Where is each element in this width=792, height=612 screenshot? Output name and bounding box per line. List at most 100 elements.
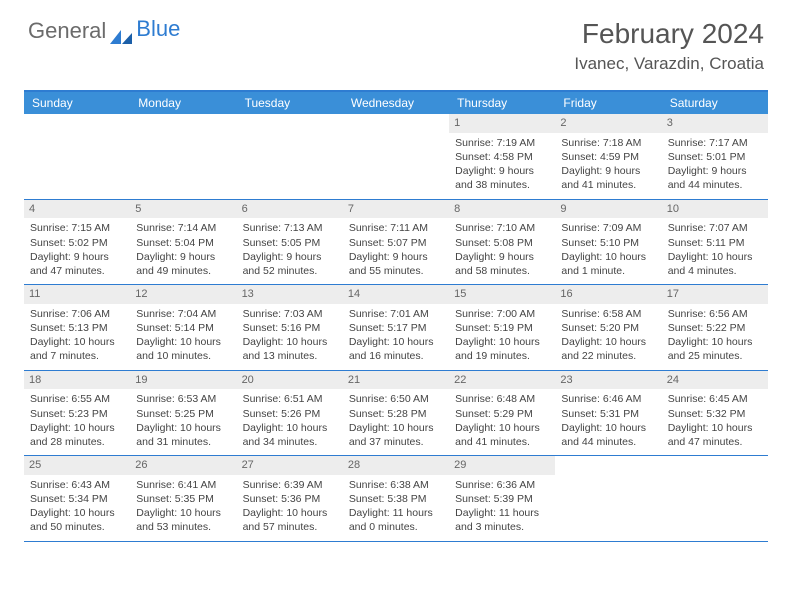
- day-cell: 23Sunrise: 6:46 AMSunset: 5:31 PMDayligh…: [555, 371, 661, 456]
- day-info-line: and 31 minutes.: [136, 435, 230, 449]
- day-info-line: Sunrise: 7:03 AM: [243, 307, 337, 321]
- day-info-line: Sunset: 5:23 PM: [30, 407, 124, 421]
- day-info-line: Sunrise: 7:06 AM: [30, 307, 124, 321]
- day-cell: 7Sunrise: 7:11 AMSunset: 5:07 PMDaylight…: [343, 200, 449, 285]
- day-cell: 13 Sunrise: 7:03 AMSunset: 5:16 PMDayligh…: [237, 285, 343, 370]
- day-info-line: Daylight: 10 hours: [30, 421, 124, 435]
- day-info-line: Sunrise: 7:07 AM: [668, 221, 762, 235]
- day-cell: 10Sunrise: 7:07 AMSunset: 5:11 PMDayligh…: [662, 200, 768, 285]
- day-info-line: Daylight: 10 hours: [136, 421, 230, 435]
- day-number: 22: [449, 371, 555, 390]
- day-info-line: Sunrise: 6:45 AM: [668, 392, 762, 406]
- day-cell: 14Sunrise: 7:01 AMSunset: 5:17 PMDayligh…: [343, 285, 449, 370]
- day-info-line: Daylight: 10 hours: [243, 421, 337, 435]
- day-number: 19: [130, 371, 236, 390]
- day-cell: 29Sunrise: 6:36 AMSunset: 5:39 PMDayligh…: [449, 456, 555, 541]
- day-info-line: Sunrise: 7:09 AM: [561, 221, 655, 235]
- day-info-line: Sunset: 5:08 PM: [455, 236, 549, 250]
- week-row: 4Sunrise: 7:15 AMSunset: 5:02 PMDaylight…: [24, 200, 768, 286]
- day-cell: [24, 114, 130, 199]
- day-number: 15: [449, 285, 555, 304]
- day-info-line: Sunset: 5:05 PM: [243, 236, 337, 250]
- day-cell: 12Sunrise: 7:04 AMSunset: 5:14 PMDayligh…: [130, 285, 236, 370]
- day-info-line: Daylight: 10 hours: [455, 421, 549, 435]
- header: General Blue February 2024 Ivanec, Varaz…: [0, 0, 792, 82]
- day-header: Wednesday: [343, 92, 449, 114]
- day-info-line: Sunrise: 7:10 AM: [455, 221, 549, 235]
- day-cell: [555, 456, 661, 541]
- day-info-line: Sunrise: 6:39 AM: [243, 478, 337, 492]
- day-info-line: and 7 minutes.: [30, 349, 124, 363]
- day-header: Saturday: [662, 92, 768, 114]
- day-header: Monday: [130, 92, 236, 114]
- day-number: 23: [555, 371, 661, 390]
- day-cell: 19Sunrise: 6:53 AMSunset: 5:25 PMDayligh…: [130, 371, 236, 456]
- day-number: 10: [662, 200, 768, 219]
- day-number: 12: [130, 285, 236, 304]
- day-info-line: and 41 minutes.: [455, 435, 549, 449]
- day-info-line: and 10 minutes.: [136, 349, 230, 363]
- day-info-line: Sunrise: 6:50 AM: [349, 392, 443, 406]
- day-info-line: Sunset: 5:01 PM: [668, 150, 762, 164]
- day-number: 6: [237, 200, 343, 219]
- week-row: 11Sunrise: 7:06 AMSunset: 5:13 PMDayligh…: [24, 285, 768, 371]
- day-number: 5: [130, 200, 236, 219]
- day-info-line: Daylight: 10 hours: [668, 335, 762, 349]
- day-info-line: and 25 minutes.: [668, 349, 762, 363]
- day-info-line: Sunset: 5:36 PM: [243, 492, 337, 506]
- day-info-line: Sunrise: 6:56 AM: [668, 307, 762, 321]
- day-info-line: Sunrise: 6:43 AM: [30, 478, 124, 492]
- day-info-line: and 50 minutes.: [30, 520, 124, 534]
- day-info-line: and 57 minutes.: [243, 520, 337, 534]
- day-info-line: Daylight: 10 hours: [30, 335, 124, 349]
- day-header: Tuesday: [237, 92, 343, 114]
- day-info-line: Sunrise: 6:48 AM: [455, 392, 549, 406]
- day-info-line: Sunset: 5:16 PM: [243, 321, 337, 335]
- day-info-line: Daylight: 9 hours: [455, 250, 549, 264]
- day-cell: 1Sunrise: 7:19 AMSunset: 4:58 PMDaylight…: [449, 114, 555, 199]
- day-number: 1: [449, 114, 555, 133]
- day-info-line: Sunrise: 6:51 AM: [243, 392, 337, 406]
- day-info-line: Sunrise: 6:55 AM: [30, 392, 124, 406]
- day-number: 3: [662, 114, 768, 133]
- day-number: 11: [24, 285, 130, 304]
- sail-icon: [110, 24, 132, 38]
- day-info-line: Sunrise: 7:13 AM: [243, 221, 337, 235]
- day-info-line: Sunset: 5:31 PM: [561, 407, 655, 421]
- title-block: February 2024 Ivanec, Varazdin, Croatia: [574, 18, 764, 74]
- day-number: 9: [555, 200, 661, 219]
- week-row: 18Sunrise: 6:55 AMSunset: 5:23 PMDayligh…: [24, 371, 768, 457]
- day-number: 18: [24, 371, 130, 390]
- day-number: 13: [237, 285, 343, 304]
- day-info-line: Sunset: 5:38 PM: [349, 492, 443, 506]
- day-info-line: Sunset: 5:20 PM: [561, 321, 655, 335]
- day-info-line: Sunrise: 7:01 AM: [349, 307, 443, 321]
- day-info-line: Sunset: 5:39 PM: [455, 492, 549, 506]
- day-info-line: Daylight: 10 hours: [349, 335, 443, 349]
- day-info-line: Daylight: 10 hours: [243, 506, 337, 520]
- day-info-line: Daylight: 11 hours: [455, 506, 549, 520]
- day-cell: 26Sunrise: 6:41 AMSunset: 5:35 PMDayligh…: [130, 456, 236, 541]
- day-number: 27: [237, 456, 343, 475]
- day-header: Friday: [555, 92, 661, 114]
- day-info-line: Daylight: 9 hours: [30, 250, 124, 264]
- day-number: 25: [24, 456, 130, 475]
- day-info-line: Sunset: 5:28 PM: [349, 407, 443, 421]
- day-info-line: Daylight: 9 hours: [243, 250, 337, 264]
- day-info-line: Sunrise: 6:41 AM: [136, 478, 230, 492]
- day-info-line: Daylight: 10 hours: [561, 250, 655, 264]
- day-number: 17: [662, 285, 768, 304]
- day-info-line: Sunrise: 7:04 AM: [136, 307, 230, 321]
- day-number: 29: [449, 456, 555, 475]
- day-info-line: Sunrise: 7:18 AM: [561, 136, 655, 150]
- day-cell: 8Sunrise: 7:10 AMSunset: 5:08 PMDaylight…: [449, 200, 555, 285]
- day-info-line: Daylight: 10 hours: [668, 421, 762, 435]
- day-info-line: Daylight: 10 hours: [243, 335, 337, 349]
- brand-part1: General: [28, 18, 106, 44]
- day-cell: 21Sunrise: 6:50 AMSunset: 5:28 PMDayligh…: [343, 371, 449, 456]
- day-info-line: Sunset: 5:11 PM: [668, 236, 762, 250]
- day-cell: 5Sunrise: 7:14 AMSunset: 5:04 PMDaylight…: [130, 200, 236, 285]
- day-cell: 22Sunrise: 6:48 AMSunset: 5:29 PMDayligh…: [449, 371, 555, 456]
- day-cell: 3Sunrise: 7:17 AMSunset: 5:01 PMDaylight…: [662, 114, 768, 199]
- day-cell: 25Sunrise: 6:43 AMSunset: 5:34 PMDayligh…: [24, 456, 130, 541]
